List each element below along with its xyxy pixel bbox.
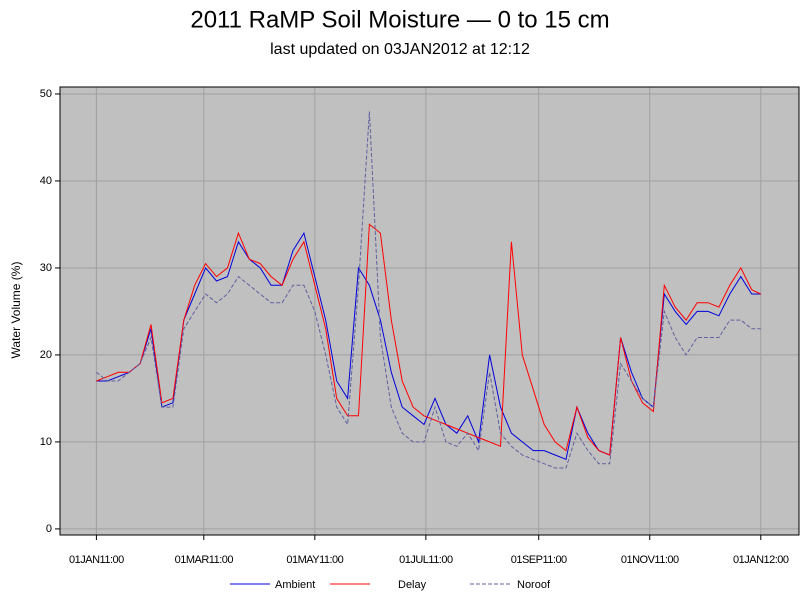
y-tick-label: 0 [46,523,52,535]
chart-subtitle: last updated on 03JAN2012 at 12:12 [270,41,530,58]
y-tick-label: 40 [40,175,52,187]
legend-label: Ambient [275,579,315,591]
y-tick-label: 20 [40,349,52,361]
series-line [96,223,762,456]
plot-border [59,86,800,536]
y-tick-label: 10 [40,436,52,448]
series-line [96,231,761,460]
y-tick-label: 50 [40,88,52,100]
legend-label: Noroof [517,579,551,591]
x-tick-label: 01SEP11:00 [511,554,567,566]
series-line [96,111,761,469]
x-tick-label: 01JUL11:00 [399,554,453,566]
x-tick-label: 01MAY11:00 [286,554,343,566]
y-axis-label: Water Volume (%) [9,262,23,359]
x-tick-label: 01NOV11:00 [621,554,679,566]
y-tick-label: 30 [40,262,52,274]
x-tick-label: 01JAN12:00 [733,554,789,566]
chart-title: 2011 RaMP Soil Moisture — 0 to 15 cm [190,6,609,33]
x-tick-label: 01JAN11:00 [69,554,124,566]
plot-area [60,87,799,535]
legend-label: Delay [398,579,427,591]
x-tick-label: 01MAR11:00 [175,554,234,566]
